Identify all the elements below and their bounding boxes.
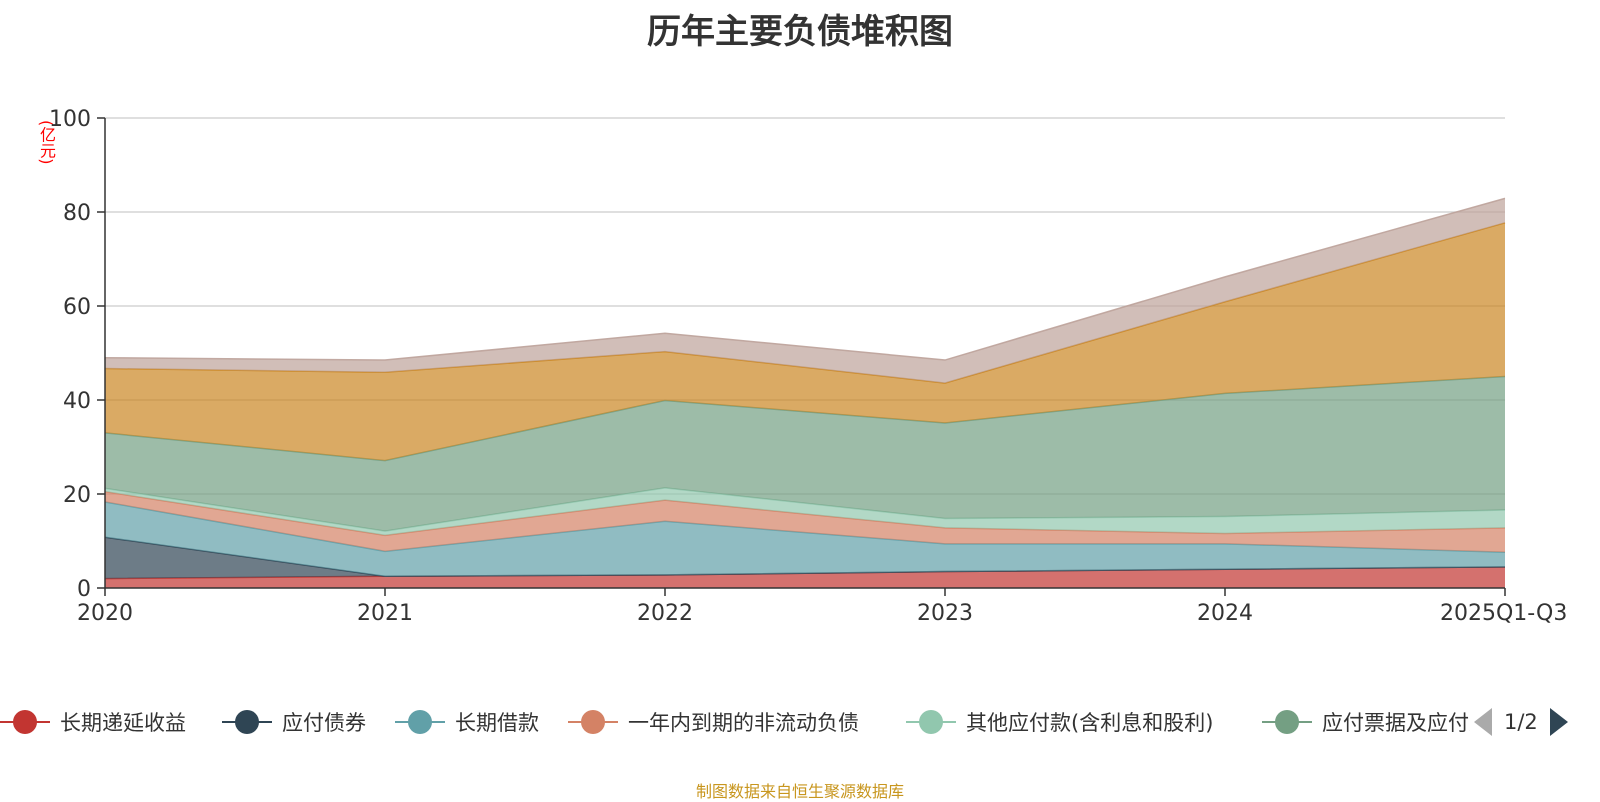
area-series-1 — [105, 537, 1505, 579]
data-source-note: 制图数据来自恒生聚源数据库 — [695, 782, 904, 801]
legend-items: 长期递延收益 应付债券 长期借款 一年内到期的非流动负债 其他应付款(含利息和股利) 应付… — [0, 700, 1470, 744]
x-tick-label-4: 2024 — [1197, 601, 1253, 626]
y-axis-unit: (亿元) — [37, 120, 56, 165]
x-tick-label-1: 2021 — [357, 601, 413, 626]
legend-item-5[interactable]: 应付票据及应付账款 — [1262, 700, 1470, 744]
legend-marker-icon — [395, 707, 445, 737]
legend-prev-page-icon[interactable] — [1474, 708, 1492, 736]
y-tick-label-80: 80 — [63, 201, 91, 226]
legend-marker-icon — [222, 707, 272, 737]
legend-label: 应付债券 — [282, 711, 366, 735]
legend-label: 长期借款 — [455, 711, 539, 735]
legend-item-4[interactable]: 其他应付款(含利息和股利) — [906, 700, 1213, 744]
legend-marker-icon — [0, 707, 50, 737]
legend-marker-icon — [906, 707, 956, 737]
legend-label: 其他应付款(含利息和股利) — [966, 711, 1214, 735]
y-tick-label-0: 0 — [77, 577, 91, 602]
legend-label: 应付票据及应付账款 — [1322, 711, 1470, 735]
legend: 长期递延收益 应付债券 长期借款 一年内到期的非流动负债 其他应付款(含利息和股利) 应付… — [0, 700, 1600, 744]
legend-marker-icon — [1262, 707, 1312, 737]
legend-page-indicator: 1/2 — [1504, 710, 1538, 734]
legend-marker-icon — [568, 707, 618, 737]
legend-item-1[interactable]: 应付债券 — [222, 700, 366, 744]
area-series-0 — [105, 566, 1505, 588]
area-series-3 — [105, 491, 1505, 553]
area-series-2 — [105, 501, 1505, 577]
area-series-7 — [105, 198, 1505, 384]
line-series-7 — [104, 197, 1506, 361]
area-series-5 — [105, 376, 1505, 532]
x-tick-label-2: 2022 — [637, 601, 693, 626]
area-series-4 — [105, 487, 1505, 536]
y-tick-label-60: 60 — [63, 295, 91, 320]
x-tick-label-0: 2020 — [77, 601, 133, 626]
legend-pager: 1/2 — [1472, 700, 1600, 744]
chart-title: 历年主要负债堆积图 — [647, 12, 953, 52]
legend-item-3[interactable]: 一年内到期的非流动负债 — [568, 700, 859, 744]
legend-item-2[interactable]: 长期借款 — [395, 700, 539, 744]
y-tick-label-40: 40 — [63, 389, 91, 414]
y-tick-label-20: 20 — [63, 483, 91, 508]
x-tick-label-3: 2023 — [917, 601, 973, 626]
legend-item-0[interactable]: 长期递延收益 — [0, 700, 186, 744]
x-tick-label-5: 2025Q1-Q3 — [1440, 601, 1567, 626]
y-tick-label-100: 100 — [49, 107, 91, 132]
legend-label: 一年内到期的非流动负债 — [628, 711, 859, 735]
area-series-6 — [105, 222, 1505, 461]
legend-next-page-icon[interactable] — [1549, 708, 1568, 736]
legend-label: 长期递延收益 — [60, 711, 186, 735]
